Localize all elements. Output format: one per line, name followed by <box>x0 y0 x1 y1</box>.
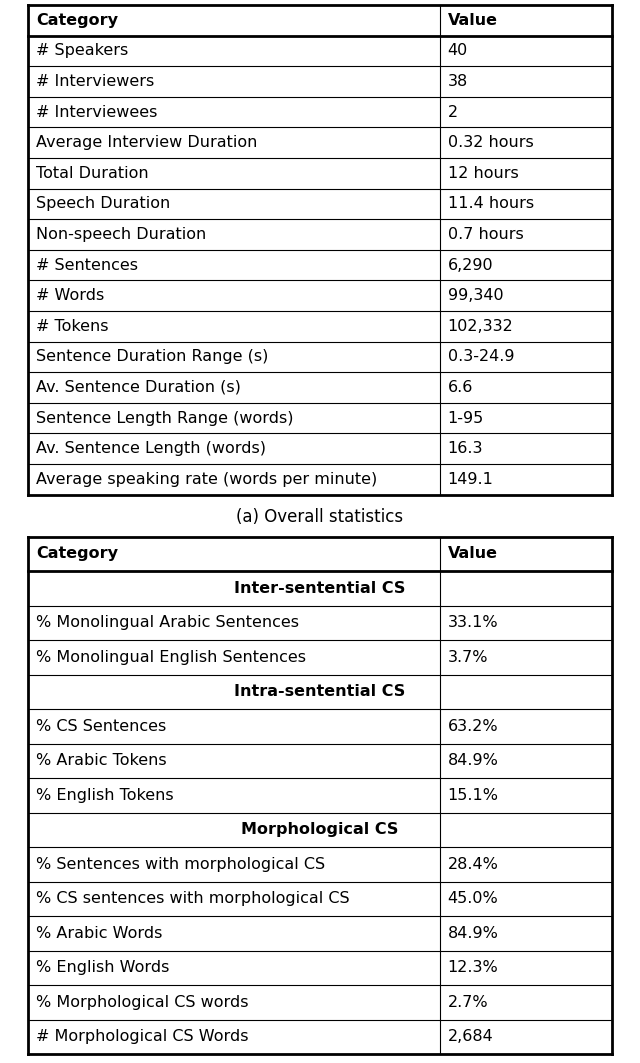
Bar <box>28 1019 612 1054</box>
Text: 102,332: 102,332 <box>448 319 513 334</box>
Bar <box>28 881 612 916</box>
Bar <box>28 985 612 1019</box>
Text: 2: 2 <box>448 104 458 120</box>
Text: 16.3: 16.3 <box>448 441 483 456</box>
Text: # Interviewers: # Interviewers <box>36 74 154 89</box>
Text: 28.4%: 28.4% <box>448 857 499 872</box>
Bar <box>28 311 612 341</box>
Text: 3.7%: 3.7% <box>448 649 488 664</box>
Text: 84.9%: 84.9% <box>448 754 499 769</box>
Text: Non-speech Duration: Non-speech Duration <box>36 227 206 242</box>
Bar <box>28 709 612 744</box>
Bar <box>28 434 612 465</box>
Bar <box>28 744 612 778</box>
Text: 63.2%: 63.2% <box>448 719 499 733</box>
Bar <box>28 950 612 985</box>
Text: Sentence Duration Range (s): Sentence Duration Range (s) <box>36 350 268 365</box>
Text: 12.3%: 12.3% <box>448 960 499 976</box>
Text: Speech Duration: Speech Duration <box>36 197 170 212</box>
Text: 45.0%: 45.0% <box>448 892 499 907</box>
Text: Value: Value <box>448 546 498 561</box>
Bar <box>28 812 612 847</box>
Text: 15.1%: 15.1% <box>448 788 499 803</box>
Bar <box>28 281 612 311</box>
Text: 99,340: 99,340 <box>448 288 503 303</box>
Bar <box>28 341 612 372</box>
Text: Sentence Length Range (words): Sentence Length Range (words) <box>36 410 294 425</box>
Bar <box>28 5 612 35</box>
Text: % Monolingual English Sentences: % Monolingual English Sentences <box>36 649 306 664</box>
Bar <box>28 640 612 675</box>
Text: Average Interview Duration: Average Interview Duration <box>36 135 257 150</box>
Text: % Arabic Tokens: % Arabic Tokens <box>36 754 166 769</box>
Bar <box>28 128 612 158</box>
Text: Av. Sentence Length (words): Av. Sentence Length (words) <box>36 441 266 456</box>
Text: (a) Overall statistics: (a) Overall statistics <box>236 508 404 525</box>
Text: # Speakers: # Speakers <box>36 44 128 58</box>
Text: % Monolingual Arabic Sentences: % Monolingual Arabic Sentences <box>36 615 299 630</box>
Text: 1-95: 1-95 <box>448 410 484 425</box>
Text: % Sentences with morphological CS: % Sentences with morphological CS <box>36 857 325 872</box>
Text: % CS sentences with morphological CS: % CS sentences with morphological CS <box>36 892 349 907</box>
Text: Av. Sentence Duration (s): Av. Sentence Duration (s) <box>36 379 241 395</box>
Text: # Sentences: # Sentences <box>36 257 138 272</box>
Bar <box>28 250 612 281</box>
Text: # Words: # Words <box>36 288 104 303</box>
Text: % CS Sentences: % CS Sentences <box>36 719 166 733</box>
Bar <box>28 372 612 403</box>
Text: % English Words: % English Words <box>36 960 170 976</box>
Bar <box>28 188 612 219</box>
Bar <box>28 66 612 97</box>
Text: 40: 40 <box>448 44 468 58</box>
Text: 2,684: 2,684 <box>448 1029 493 1044</box>
Bar <box>28 403 612 434</box>
Bar <box>28 571 612 606</box>
Text: 149.1: 149.1 <box>448 472 493 487</box>
Bar <box>28 537 612 571</box>
Text: # Morphological CS Words: # Morphological CS Words <box>36 1029 248 1044</box>
Bar <box>28 778 612 812</box>
Text: % English Tokens: % English Tokens <box>36 788 173 803</box>
Text: Total Duration: Total Duration <box>36 166 148 181</box>
Text: 12 hours: 12 hours <box>448 166 518 181</box>
Text: Intra-sentential CS: Intra-sentential CS <box>234 685 406 699</box>
Bar <box>28 606 612 640</box>
Text: 0.32 hours: 0.32 hours <box>448 135 534 150</box>
Text: Category: Category <box>36 13 118 28</box>
Text: % Morphological CS words: % Morphological CS words <box>36 995 248 1010</box>
Text: 6,290: 6,290 <box>448 257 493 272</box>
Bar <box>28 916 612 950</box>
Text: # Interviewees: # Interviewees <box>36 104 157 120</box>
Text: Category: Category <box>36 546 118 561</box>
Bar <box>28 847 612 881</box>
Bar <box>28 675 612 709</box>
Bar <box>28 35 612 66</box>
Text: Inter-sentential CS: Inter-sentential CS <box>234 580 406 596</box>
Text: Value: Value <box>448 13 498 28</box>
Text: 84.9%: 84.9% <box>448 926 499 941</box>
Text: # Tokens: # Tokens <box>36 319 109 334</box>
Text: Average speaking rate (words per minute): Average speaking rate (words per minute) <box>36 472 377 487</box>
Text: 38: 38 <box>448 74 468 89</box>
Bar <box>28 219 612 250</box>
Bar <box>28 158 612 188</box>
Bar <box>28 97 612 128</box>
Text: 6.6: 6.6 <box>448 379 473 395</box>
Text: 0.7 hours: 0.7 hours <box>448 227 524 242</box>
Text: Morphological CS: Morphological CS <box>241 823 399 838</box>
Text: 2.7%: 2.7% <box>448 995 488 1010</box>
Text: % Arabic Words: % Arabic Words <box>36 926 163 941</box>
Text: 0.3-24.9: 0.3-24.9 <box>448 350 514 365</box>
Text: 33.1%: 33.1% <box>448 615 499 630</box>
Bar <box>28 465 612 494</box>
Text: 11.4 hours: 11.4 hours <box>448 197 534 212</box>
